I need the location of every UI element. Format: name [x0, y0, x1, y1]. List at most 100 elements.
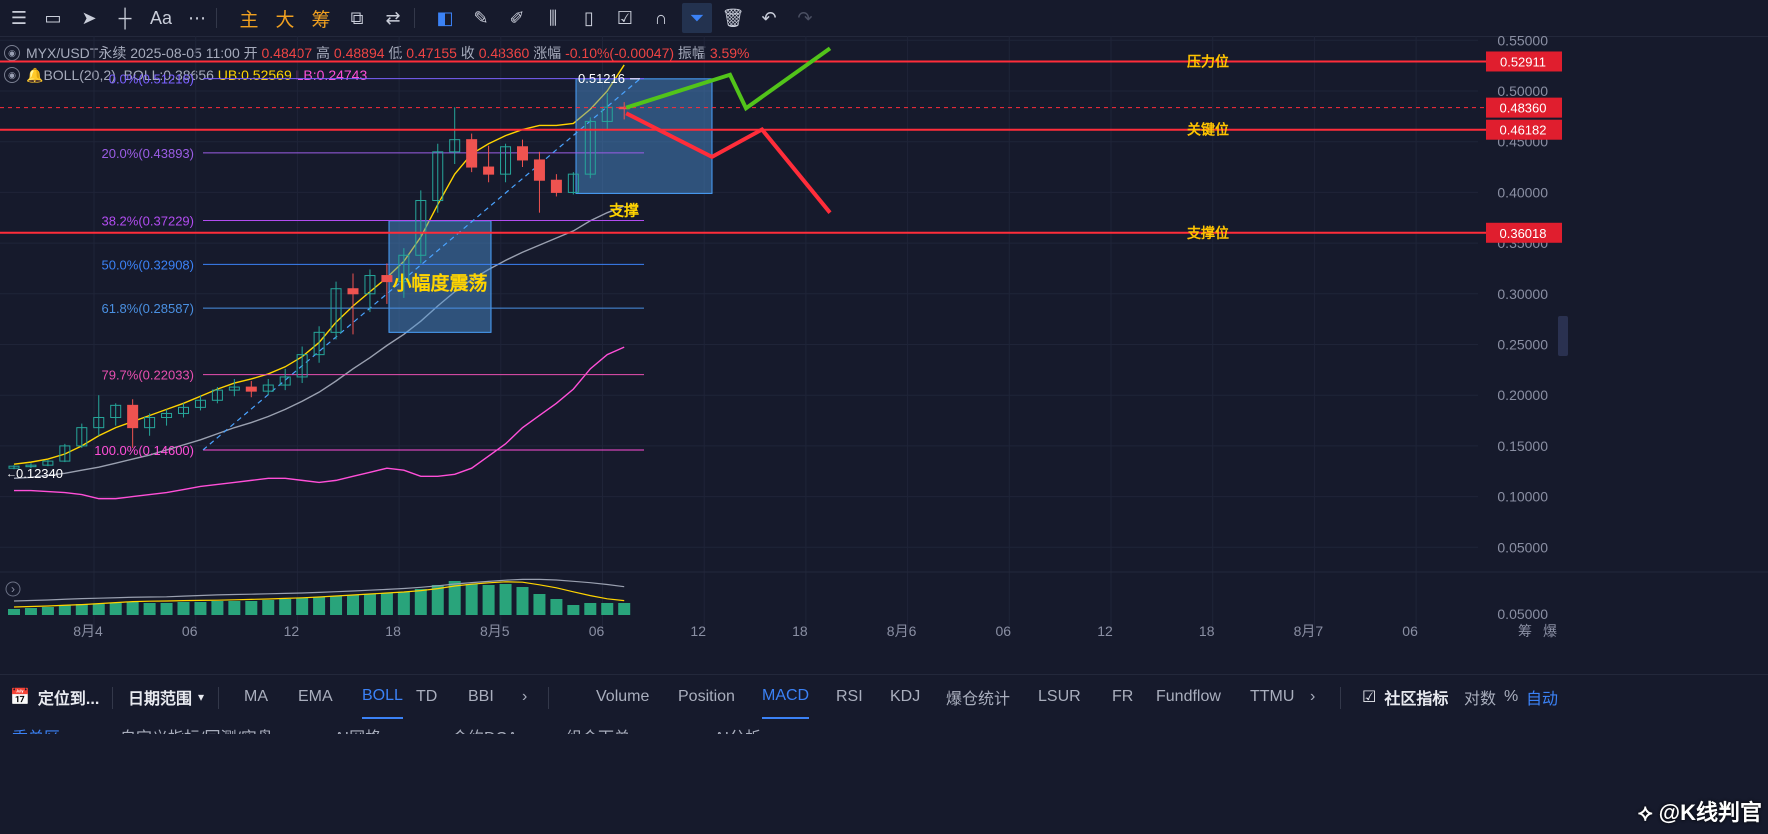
bottom-tab[interactable]: 委单区: [12, 724, 60, 734]
candle-body[interactable]: [347, 288, 359, 295]
rectangle-tool-icon[interactable]: ▭: [44, 7, 62, 28]
ruler-icon[interactable]: ✎: [473, 7, 489, 28]
volume-bar[interactable]: [482, 585, 495, 615]
volume-bar[interactable]: [75, 604, 88, 615]
layout-icon[interactable]: ◧: [436, 7, 454, 28]
indicator--[interactable]: 爆仓统计: [946, 691, 1011, 708]
indicator-macd[interactable]: MACD: [762, 675, 810, 719]
date-range-select[interactable]: 日期范围 ▾: [128, 675, 204, 719]
volume-bar[interactable]: [245, 601, 258, 615]
log-toggle[interactable]: 对数: [1464, 691, 1497, 708]
candle-body[interactable]: [398, 254, 410, 283]
volume-bar[interactable]: [448, 581, 461, 615]
candle-body[interactable]: [228, 386, 240, 391]
indicator-td[interactable]: TD: [416, 688, 438, 705]
cursor-tool-icon[interactable]: ➤: [81, 7, 97, 28]
volume-bar[interactable]: [330, 596, 343, 615]
volume-bar[interactable]: [550, 599, 563, 615]
note-icon[interactable]: ☑: [616, 7, 634, 28]
volume-bar[interactable]: [109, 603, 122, 615]
volume-bar[interactable]: [584, 603, 597, 615]
candlestick-icon[interactable]: ⫼: [548, 7, 558, 28]
candle-body[interactable]: [279, 376, 291, 386]
main-force-icon[interactable]: 主: [239, 9, 259, 31]
indicator-position[interactable]: Position: [678, 688, 735, 705]
clipboard-icon[interactable]: ▯: [584, 7, 594, 28]
candle-body[interactable]: [161, 412, 173, 419]
bottom-tab[interactable]: AI分析: [714, 724, 761, 734]
indicator-bbi[interactable]: BBI: [468, 688, 494, 705]
undo-icon[interactable]: ↶: [761, 7, 777, 28]
candle-body[interactable]: [466, 139, 478, 168]
candle-body[interactable]: [415, 200, 427, 256]
volume-bar[interactable]: [414, 589, 427, 615]
candle-body[interactable]: [584, 120, 596, 175]
chevron-right-icon[interactable]: ›: [1310, 688, 1316, 705]
bullish-forecast-path[interactable]: [625, 46, 832, 112]
redo-icon[interactable]: ↷: [797, 7, 813, 28]
bell-icon[interactable]: 🔔: [26, 66, 44, 83]
bottom-tab[interactable]: 组合下单: [566, 724, 630, 734]
volume-bar[interactable]: [8, 609, 20, 615]
volume-bar[interactable]: [160, 603, 173, 615]
candle-body[interactable]: [110, 404, 122, 419]
candle-body[interactable]: [364, 275, 376, 295]
trash-icon[interactable]: 🗑: [721, 7, 745, 28]
fib-trend-line[interactable]: [202, 78, 641, 451]
candle-body[interactable]: [194, 399, 206, 408]
candle-body[interactable]: [127, 404, 139, 429]
indicator-boll[interactable]: BOLL: [362, 675, 403, 719]
candle-body[interactable]: [245, 386, 257, 392]
candle-body[interactable]: [533, 159, 545, 181]
indicator-ttmu[interactable]: TTMU: [1250, 688, 1295, 705]
volume-bar[interactable]: [92, 604, 105, 615]
large-order-icon[interactable]: 大: [275, 9, 295, 31]
candle-body[interactable]: [517, 146, 528, 161]
bottom-tab[interactable]: 合约DCA: [452, 724, 518, 734]
volume-bar[interactable]: [567, 605, 580, 615]
volume-bar[interactable]: [347, 595, 359, 615]
volume-bar[interactable]: [499, 584, 512, 615]
bottom-tab[interactable]: AI网格: [334, 724, 381, 734]
candle-body[interactable]: [8, 465, 20, 469]
indicator-lsur[interactable]: LSUR: [1038, 688, 1081, 705]
horizontal-line-tool-icon[interactable]: ┼: [118, 7, 132, 28]
candle-body[interactable]: [262, 384, 274, 392]
volume-bar[interactable]: [41, 607, 54, 615]
volume-bar[interactable]: [143, 603, 156, 615]
volume-bar[interactable]: [177, 602, 190, 615]
candle-body[interactable]: [211, 389, 223, 401]
candle-body[interactable]: [500, 146, 512, 175]
menu-icon[interactable]: ☰: [10, 7, 28, 28]
auto-toggle[interactable]: 自动: [1526, 691, 1559, 708]
volume-bar[interactable]: [465, 584, 478, 615]
volume-bar[interactable]: [262, 600, 275, 615]
indicator-rsi[interactable]: RSI: [836, 688, 863, 705]
candle-body[interactable]: [449, 139, 461, 153]
volume-bar[interactable]: [618, 603, 631, 615]
volume-bar[interactable]: [516, 587, 529, 615]
support-box[interactable]: [575, 78, 713, 194]
volume-bar[interactable]: [194, 602, 207, 615]
filter-icon[interactable]: ⏷: [682, 3, 712, 33]
community-indicators-button[interactable]: ☑ 社区指标: [1362, 675, 1448, 719]
volume-bar[interactable]: [363, 594, 376, 615]
chevron-right-icon[interactable]: ›: [522, 688, 528, 705]
indicator-kdj[interactable]: KDJ: [890, 688, 921, 705]
bearish-forecast-path[interactable]: [625, 111, 832, 214]
candle-body[interactable]: [25, 464, 37, 468]
volume-bar[interactable]: [279, 599, 292, 615]
bottom-tab[interactable]: 自定义指标/回测/实盘: [120, 724, 273, 734]
candle-body[interactable]: [59, 445, 71, 462]
expand-pane-icon[interactable]: [5, 581, 21, 597]
candle-body[interactable]: [567, 173, 579, 193]
volume-bar[interactable]: [126, 602, 139, 615]
volume-bar[interactable]: [313, 597, 326, 615]
price-chart[interactable]: 0.550000.500000.450000.400000.350000.300…: [0, 36, 1768, 674]
candle-body[interactable]: [483, 166, 495, 175]
candle-body[interactable]: [601, 106, 613, 122]
volume-bar[interactable]: [296, 598, 309, 615]
indicator-fundflow[interactable]: Fundflow: [1156, 688, 1221, 705]
brush-icon[interactable]: ✐: [509, 7, 525, 28]
volume-bar[interactable]: [228, 601, 241, 615]
